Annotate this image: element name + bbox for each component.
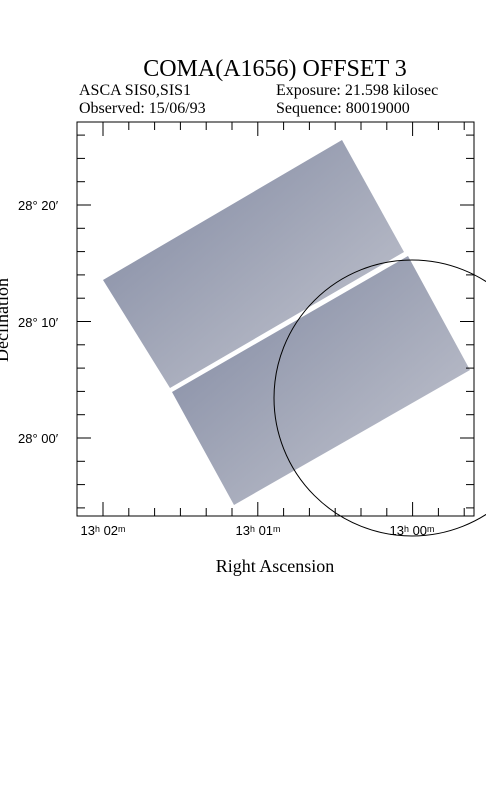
y-axis-label: Declination bbox=[0, 278, 12, 362]
y-tick-label: 28° 10′ bbox=[18, 315, 59, 330]
sequence: Sequence: 80019000 bbox=[276, 100, 410, 117]
y-tick-label: 28° 20′ bbox=[18, 198, 59, 213]
x-tick-label: 13ʰ 01ᵐ bbox=[236, 523, 281, 538]
x-axis-label: Right Ascension bbox=[216, 556, 335, 576]
y-tick-label: 28° 00′ bbox=[18, 431, 59, 446]
x-tick-label: 13ʰ 00ᵐ bbox=[390, 523, 435, 538]
region-circle bbox=[273, 259, 486, 537]
image-upper bbox=[103, 140, 404, 388]
image-lower bbox=[172, 256, 470, 505]
title: COMA(A1656) OFFSET 3 bbox=[143, 56, 407, 82]
observed: Observed: 15/06/93 bbox=[79, 100, 206, 117]
ticks bbox=[77, 122, 474, 516]
instrument: ASCA SIS0,SIS1 bbox=[79, 82, 191, 99]
x-tick-label: 13ʰ 02ᵐ bbox=[81, 523, 126, 538]
exposure: Exposure: 21.598 kilosec bbox=[276, 82, 438, 99]
plot-frame bbox=[76, 121, 475, 517]
